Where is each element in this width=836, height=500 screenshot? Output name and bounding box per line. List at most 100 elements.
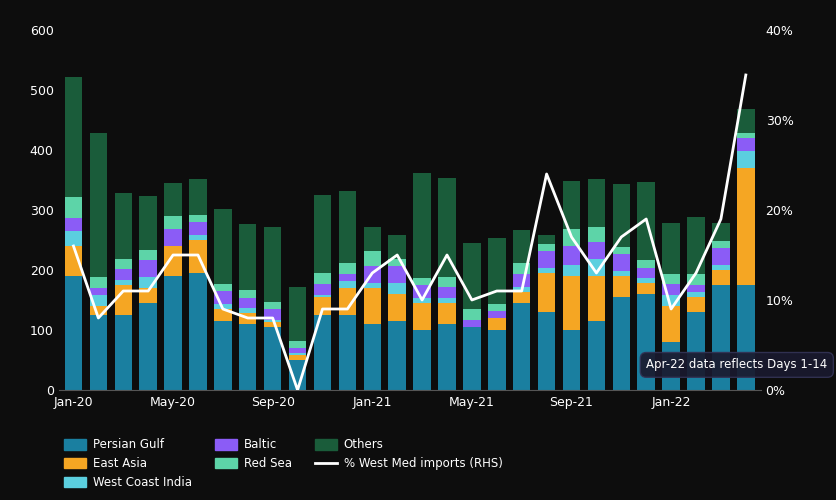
- Bar: [289, 341, 306, 348]
- Bar: [339, 288, 356, 315]
- Bar: [513, 303, 530, 390]
- Bar: [214, 284, 232, 291]
- Bar: [438, 178, 456, 276]
- Bar: [488, 318, 506, 330]
- Bar: [165, 229, 181, 246]
- Bar: [538, 268, 555, 273]
- Bar: [264, 320, 282, 322]
- Bar: [389, 235, 406, 259]
- Bar: [264, 309, 282, 320]
- Bar: [89, 133, 107, 277]
- Bar: [115, 285, 132, 315]
- Bar: [662, 284, 680, 295]
- Bar: [488, 311, 506, 318]
- Text: Apr-22 data reflects Days 1-14: Apr-22 data reflects Days 1-14: [646, 358, 828, 372]
- Bar: [413, 303, 431, 330]
- Bar: [712, 265, 730, 270]
- Bar: [140, 250, 157, 260]
- Bar: [314, 195, 331, 273]
- Bar: [538, 244, 555, 252]
- Bar: [712, 270, 730, 285]
- Bar: [389, 294, 406, 321]
- Bar: [339, 263, 356, 274]
- Bar: [513, 230, 530, 264]
- Bar: [538, 252, 555, 268]
- Bar: [613, 184, 630, 247]
- Bar: [115, 192, 132, 258]
- Bar: [588, 242, 605, 259]
- Bar: [413, 278, 431, 285]
- Bar: [687, 285, 705, 292]
- Bar: [538, 235, 555, 244]
- Bar: [662, 222, 680, 274]
- Bar: [662, 306, 680, 342]
- Bar: [389, 266, 406, 283]
- Bar: [513, 292, 530, 303]
- Bar: [638, 283, 655, 294]
- Bar: [89, 277, 107, 288]
- Bar: [488, 304, 506, 311]
- Bar: [239, 290, 257, 298]
- Bar: [638, 278, 655, 283]
- Bar: [339, 281, 356, 288]
- Bar: [314, 273, 331, 284]
- Bar: [712, 285, 730, 390]
- Bar: [638, 182, 655, 260]
- Bar: [115, 280, 132, 285]
- Bar: [737, 109, 755, 133]
- Bar: [89, 295, 107, 306]
- Bar: [115, 270, 132, 280]
- Bar: [239, 224, 257, 290]
- Bar: [364, 228, 381, 252]
- Bar: [613, 276, 630, 297]
- Bar: [613, 297, 630, 390]
- Bar: [413, 298, 431, 303]
- Bar: [165, 216, 181, 229]
- Bar: [239, 298, 257, 308]
- Bar: [289, 355, 306, 360]
- Bar: [264, 322, 282, 327]
- Bar: [64, 197, 82, 218]
- Bar: [264, 327, 282, 390]
- Bar: [413, 173, 431, 278]
- Bar: [438, 324, 456, 390]
- Bar: [463, 243, 481, 309]
- Bar: [563, 229, 580, 246]
- Bar: [189, 215, 206, 222]
- Bar: [463, 320, 481, 327]
- Bar: [64, 77, 82, 197]
- Bar: [687, 217, 705, 274]
- Bar: [613, 247, 630, 254]
- Bar: [588, 180, 605, 228]
- Bar: [513, 274, 530, 287]
- Bar: [115, 315, 132, 390]
- Bar: [314, 284, 331, 294]
- Bar: [438, 298, 456, 303]
- Bar: [463, 309, 481, 320]
- Bar: [438, 303, 456, 324]
- Bar: [89, 315, 107, 390]
- Bar: [712, 248, 730, 265]
- Bar: [239, 313, 257, 324]
- Bar: [687, 274, 705, 285]
- Bar: [638, 268, 655, 278]
- Bar: [165, 246, 181, 276]
- Bar: [339, 274, 356, 281]
- Bar: [165, 183, 181, 216]
- Bar: [737, 285, 755, 390]
- Bar: [364, 252, 381, 266]
- Bar: [413, 285, 431, 298]
- Bar: [712, 223, 730, 241]
- Bar: [64, 231, 82, 246]
- Bar: [314, 294, 331, 297]
- Bar: [214, 209, 232, 284]
- Bar: [438, 288, 456, 298]
- Bar: [140, 260, 157, 277]
- Bar: [314, 297, 331, 315]
- Bar: [64, 246, 82, 276]
- Bar: [687, 312, 705, 390]
- Bar: [64, 218, 82, 231]
- Bar: [687, 292, 705, 297]
- Bar: [662, 342, 680, 390]
- Bar: [538, 273, 555, 312]
